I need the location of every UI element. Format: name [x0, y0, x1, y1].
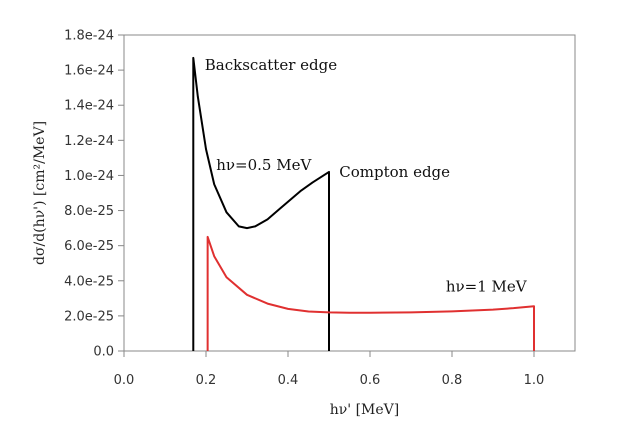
y-tick-label: 4.0e-25 — [64, 274, 114, 289]
annotation-label: hν=1 MeV — [446, 277, 528, 295]
axes: 0.0 2.0e-25 4.0e-25 6.0e-25 8.0e-25 1.0e-24 1.… — [64, 29, 576, 388]
y-tick-label: 1.2e-24 — [64, 134, 114, 149]
annotation-label: hν=0.5 MeV — [216, 156, 312, 174]
y-tick-label: 1.0e-24 — [64, 169, 114, 184]
y-tick-label: 8.0e-25 — [64, 204, 114, 219]
annotation-label: Compton edge — [339, 163, 450, 181]
x-tick-label: 0.8 — [442, 373, 463, 388]
annotations: Backscatter edge hν=0.5 MeV Compton edge hν… — [205, 56, 528, 295]
annotation-label: Backscatter edge — [205, 56, 337, 74]
x-tick-label: 0.4 — [278, 373, 299, 388]
series-layer — [192, 56, 535, 351]
x-tick-label: 0.2 — [196, 373, 217, 388]
x-tick-label: 1.0 — [524, 373, 545, 388]
series-line-2 — [206, 235, 535, 351]
y-tick-label: 6.0e-25 — [64, 239, 114, 254]
plot-frame — [123, 34, 576, 352]
x-tick-label: 0.0 — [114, 373, 135, 388]
y-tick-label: 1.4e-24 — [64, 99, 114, 114]
y-axis-label: dσ/d(hν') [cm²/MeV] — [32, 121, 48, 265]
series-line-1 — [192, 56, 330, 351]
y-tick-label: 1.6e-24 — [64, 64, 114, 79]
y-tick-label: 2.0e-25 — [64, 309, 114, 324]
x-axis-label: hν' [MeV] — [330, 402, 399, 418]
y-tick-label: 1.8e-24 — [64, 29, 114, 44]
x-tick-label: 0.6 — [360, 373, 381, 388]
y-tick-label: 0.0 — [93, 345, 114, 360]
